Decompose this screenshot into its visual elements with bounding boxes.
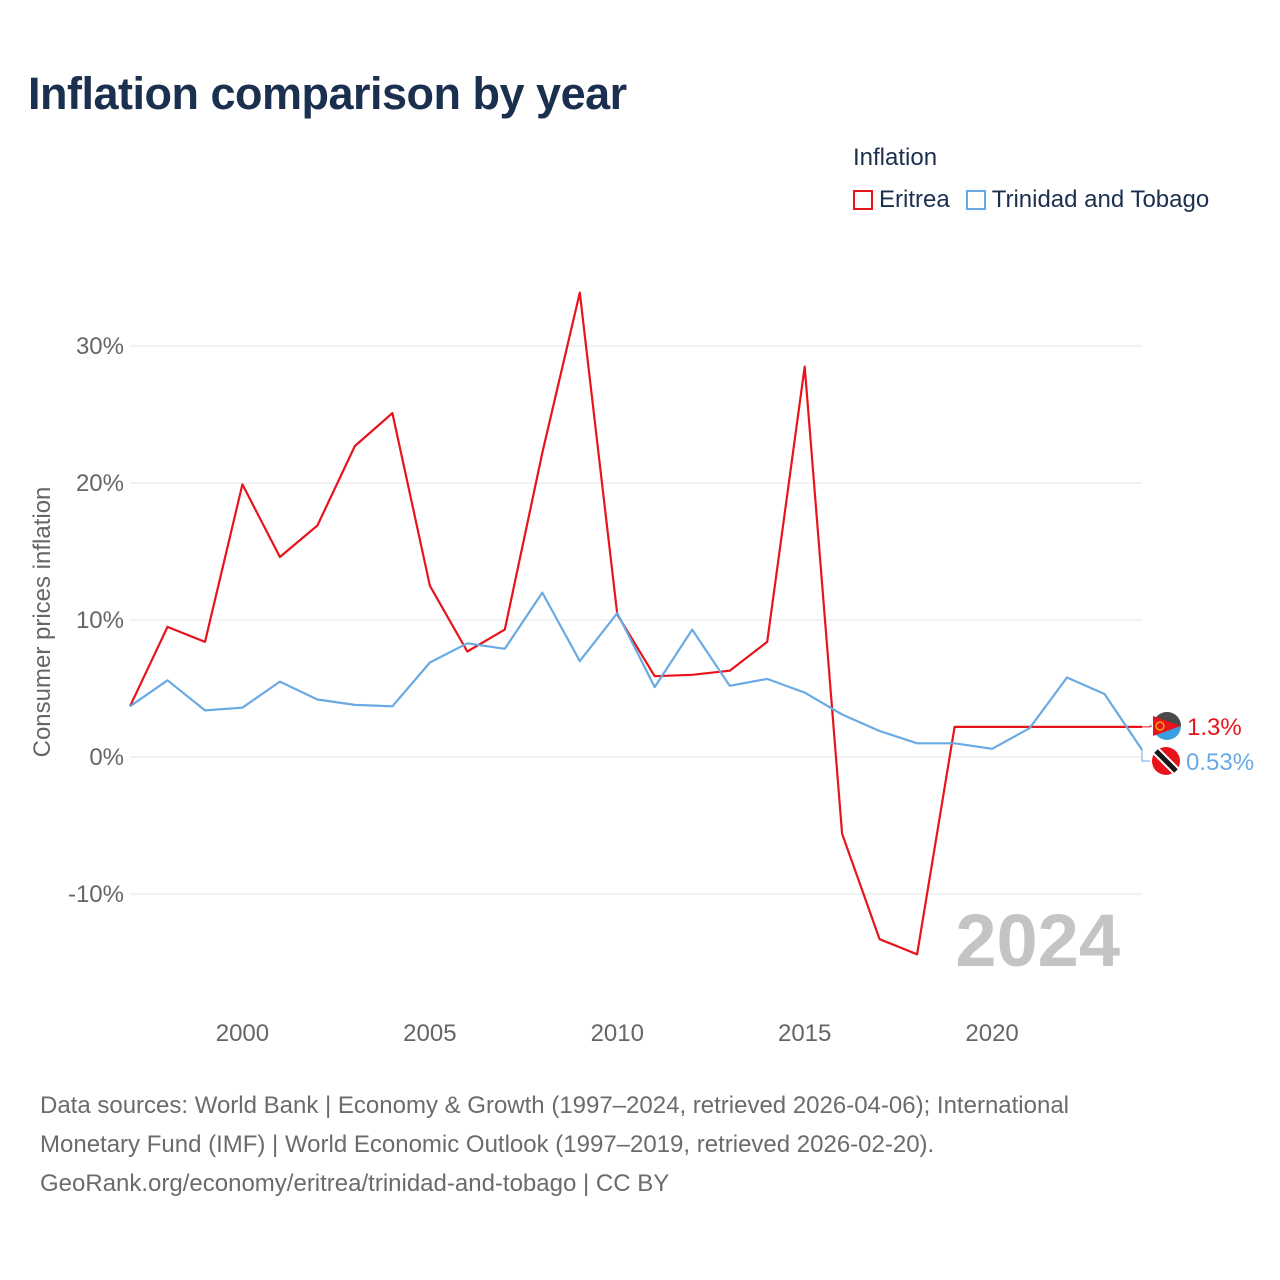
x-tick-label: 2005 — [403, 1020, 456, 1047]
end-labels: 1.3% 0.53% — [1141, 712, 1254, 776]
grid-lines — [130, 345, 1142, 895]
source-footer: Data sources: World Bank | Economy & Gro… — [40, 1086, 1240, 1203]
legend-swatch-eritrea — [853, 190, 873, 210]
eritrea-flag-icon — [1153, 712, 1181, 740]
end-label-trinidad-and-tobago: 0.53% — [1186, 749, 1254, 776]
legend-label-eritrea: Eritrea — [879, 186, 950, 213]
end-label-eritrea: 1.3% — [1187, 714, 1242, 741]
footer-line-1: Data sources: World Bank | Economy & Gro… — [40, 1092, 1070, 1119]
legend-label-trinidad-and-tobago: Trinidad and Tobago — [991, 186, 1210, 213]
series-lines — [129, 291, 1143, 956]
trinidad-and-tobago-flag-icon — [1152, 747, 1180, 775]
connector-eritrea — [1142, 725, 1152, 728]
x-tick-label: 2010 — [591, 1020, 644, 1047]
x-tick-label: 2020 — [965, 1020, 1018, 1047]
y-tick-label: -10% — [68, 881, 124, 908]
legend-item-eritrea[interactable]: Eritrea — [853, 186, 950, 214]
y-tick-label: 10% — [76, 607, 124, 634]
y-axis-label: Consumer prices inflation — [29, 487, 56, 758]
y-tick-label: 0% — [89, 744, 124, 771]
y-tick-label: 20% — [76, 470, 124, 497]
legend-swatch-trinidad-and-tobago — [965, 190, 986, 210]
series-line-eritrea — [129, 291, 1142, 956]
legend-title: Inflation — [853, 144, 938, 171]
y-axis-ticks: 30% 20% 10% 0% -10% — [68, 333, 124, 908]
footer-line-3[interactable]: GeoRank.org/economy/eritrea/trinidad-and… — [40, 1170, 670, 1197]
x-tick-label: 2000 — [216, 1020, 269, 1047]
chart-title: Inflation comparison by year — [28, 68, 627, 119]
series-line-trinidad-and-tobago — [129, 591, 1143, 751]
x-tick-label: 2015 — [778, 1020, 831, 1047]
y-tick-label: 30% — [76, 333, 124, 360]
connector-trinidad-and-tobago — [1141, 749, 1150, 762]
year-watermark: 2024 — [955, 899, 1120, 982]
x-axis-ticks: 2000 2005 2010 2015 2020 — [216, 1020, 1019, 1047]
footer-line-2: Monetary Fund (IMF) | World Economic Out… — [40, 1131, 935, 1158]
legend-item-trinidad-and-tobago[interactable]: Trinidad and Tobago — [965, 186, 1210, 214]
legend: Eritrea Trinidad and Tobago — [853, 186, 1225, 214]
